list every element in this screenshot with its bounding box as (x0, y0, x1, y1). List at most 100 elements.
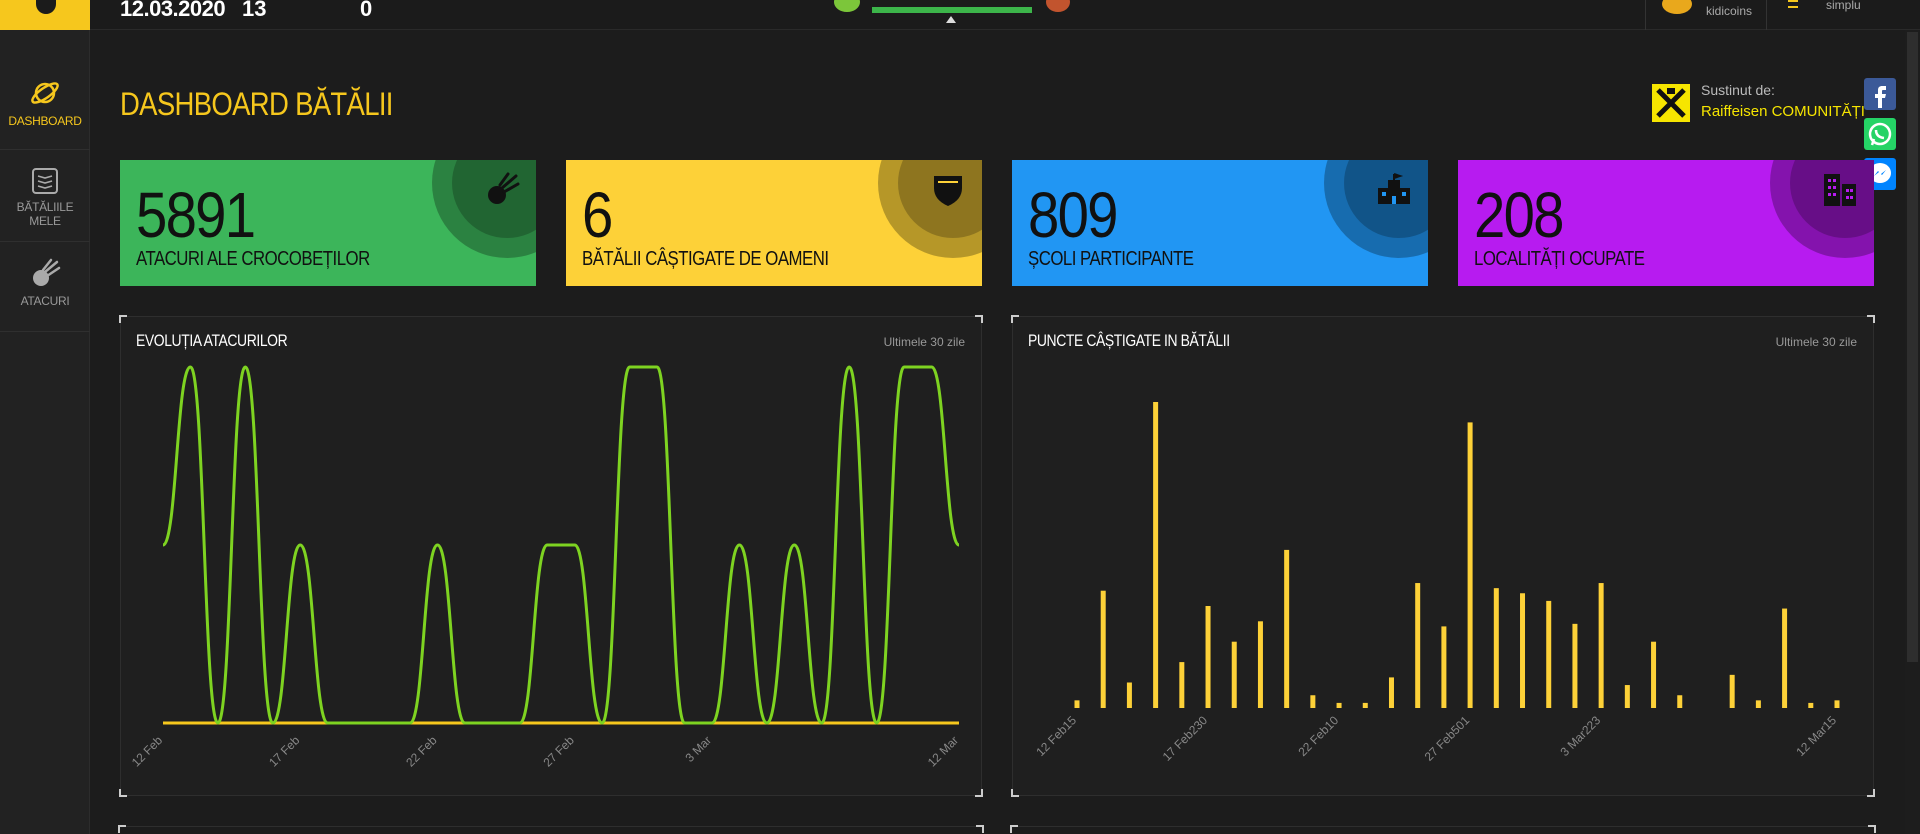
x-tick-label: 12 Feb15 (1033, 713, 1079, 759)
crocobet-face-icon (1046, 0, 1070, 12)
attacks-chart-panel: 12 Feb 17 Feb 22 Feb 27 Feb 3 Mar 12 Mar EVOL… (119, 315, 983, 797)
bar[interactable] (1336, 702, 1342, 708)
x-tick-label: 3 Mar223 (1558, 713, 1604, 759)
panel-corner (1867, 315, 1875, 323)
battle-progress-bar (872, 7, 1032, 13)
bar[interactable] (1362, 702, 1368, 708)
bar[interactable] (1729, 674, 1735, 708)
bar[interactable] (1624, 685, 1630, 708)
logo-tab[interactable] (0, 0, 90, 30)
bar[interactable] (1310, 695, 1316, 708)
meteor-icon (488, 172, 520, 204)
bar[interactable] (1572, 623, 1578, 708)
stat-value: 809 (1028, 179, 1118, 251)
x-tick-label: 22 Feb (403, 733, 440, 770)
meteor-icon (33, 258, 61, 286)
x-tick-label: 17 Feb (266, 733, 303, 770)
messenger-icon (1869, 163, 1891, 183)
bar[interactable] (1782, 608, 1788, 708)
coin-icon[interactable] (1662, 0, 1692, 14)
bar[interactable] (1834, 700, 1840, 708)
bar[interactable] (1467, 422, 1473, 708)
panel-corner (975, 789, 983, 797)
bar[interactable] (1808, 702, 1814, 708)
stat-card-schools: 809 ȘCOLI PARTICIPANTE (1012, 160, 1428, 286)
divider (1766, 0, 1767, 30)
panel-corner (1010, 825, 1018, 833)
panel-corner (118, 825, 126, 833)
facebook-icon (1875, 86, 1886, 108)
panel-corner (1011, 315, 1019, 323)
top-bar: 12.03.2020 13 0 kidicoins simplu (0, 0, 1920, 30)
bar[interactable] (1074, 700, 1080, 708)
x-tick-label: 27 Feb501 (1422, 713, 1473, 764)
kidicoins-label[interactable]: kidicoins (1706, 4, 1753, 18)
planet-icon (31, 82, 59, 104)
sponsor-name[interactable]: Raiffeisen COMUNITĂȚI (1701, 103, 1865, 120)
bar[interactable] (1677, 695, 1683, 708)
sponsor-label: Sustinut de: (1701, 82, 1775, 98)
next-panel-edge (118, 825, 984, 834)
bar[interactable] (1651, 641, 1657, 708)
bar[interactable] (1100, 590, 1106, 708)
mode-label[interactable]: simplu (1826, 0, 1861, 12)
sidebar-item-attacks[interactable]: ATACURI (0, 248, 90, 332)
facebook-share-button[interactable] (1864, 78, 1896, 110)
divider (1645, 0, 1646, 30)
panel-corner (1011, 789, 1019, 797)
sidebar: DASHBOARD BĂTĂLIILE MELE ATACURI (0, 30, 90, 834)
logo-notch (36, 0, 56, 14)
book-icon (32, 168, 58, 194)
panel-range[interactable]: Ultimele 30 zile (883, 335, 965, 349)
panel-corner (119, 315, 127, 323)
points-bar-chart: 12 Feb15 17 Feb230 22 Feb10 27 Feb501 3 Mar2… (1033, 402, 1840, 764)
panel-range[interactable]: Ultimele 30 zile (1775, 335, 1857, 349)
sidebar-item-label: BĂTĂLIILE MELE (16, 200, 74, 228)
bar[interactable] (1284, 549, 1290, 708)
buildings-icon (1824, 174, 1856, 206)
sidebar-item-my-battles[interactable]: BĂTĂLIILE MELE (0, 158, 90, 242)
bar[interactable] (1205, 606, 1211, 708)
x-tick-label: 27 Feb (541, 733, 578, 770)
panel-corner (119, 789, 127, 797)
whatsapp-share-button[interactable] (1864, 118, 1896, 150)
human-face-icon (834, 0, 860, 12)
stat-card-battles-won: 6 BĂTĂLII CÂȘTIGATE DE OAMENI (566, 160, 982, 286)
page-scrollbar[interactable] (1905, 30, 1920, 834)
attacks-line-chart: 12 Feb 17 Feb 22 Feb 27 Feb 3 Mar 12 Mar (129, 365, 961, 770)
bar[interactable] (1388, 677, 1394, 708)
bar[interactable] (1441, 626, 1447, 708)
x-tick-label: 17 Feb230 (1160, 713, 1211, 764)
top-count-b: 0 (360, 0, 373, 21)
panel-corner (1867, 789, 1875, 797)
scrollbar-thumb[interactable] (1907, 32, 1918, 662)
bar[interactable] (1257, 621, 1263, 708)
bar[interactable] (1153, 402, 1159, 708)
menu-icon[interactable] (1788, 0, 1798, 8)
panel-corner (975, 315, 983, 323)
bar[interactable] (1598, 583, 1604, 708)
series-line (161, 365, 961, 725)
bar[interactable] (1231, 641, 1237, 708)
sidebar-item-dashboard[interactable]: DASHBOARD (0, 76, 90, 150)
stat-label: ATACURI ALE CROCOBEȚILOR (136, 248, 370, 270)
x-tick-label: 12 Mar (925, 733, 961, 769)
current-date: 12.03.2020 (120, 0, 226, 21)
stat-card-localities: 208 LOCALITĂȚI OCUPATE (1458, 160, 1874, 286)
raiffeisen-logo[interactable] (1652, 84, 1690, 122)
bar[interactable] (1415, 583, 1421, 708)
bar[interactable] (1520, 593, 1526, 708)
bar[interactable] (1493, 588, 1499, 708)
bar[interactable] (1179, 662, 1185, 708)
shield-icon (934, 176, 962, 206)
school-icon (1378, 173, 1410, 204)
bar[interactable] (1546, 600, 1552, 708)
stat-value: 6 (582, 179, 613, 251)
page-title: DASHBOARD BĂTĂLII (120, 86, 393, 122)
x-tick-label: 3 Mar (682, 733, 714, 765)
bar[interactable] (1126, 682, 1132, 709)
stat-value: 208 (1474, 179, 1564, 251)
panel-corner (976, 825, 984, 833)
crossed-horses-icon (1656, 88, 1686, 118)
bar[interactable] (1755, 700, 1761, 708)
